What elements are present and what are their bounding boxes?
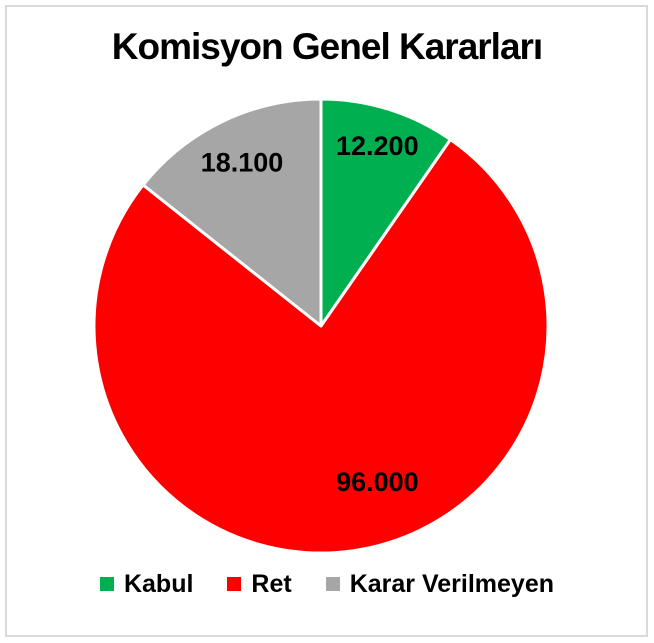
legend-label-ret: Ret: [251, 569, 292, 598]
pie-slice-kabul[interactable]: [319, 97, 452, 328]
legend-swatch-kabul: [99, 577, 114, 591]
legend-item-ret[interactable]: Ret: [227, 569, 292, 599]
legend-label-kabul: Kabul: [123, 569, 194, 598]
pie-slice-karar-verilmeyen[interactable]: [141, 97, 323, 328]
chart-legend: Kabul Ret Karar Verilmeyen: [0, 567, 654, 601]
legend-item-karar-verilmeyen[interactable]: Karar Verilmeyen: [325, 569, 555, 599]
legend-swatch-karar-verilmeyen: [325, 577, 340, 591]
pie-slice-ret[interactable]: [92, 138, 550, 555]
legend-swatch-ret: [227, 577, 242, 591]
legend-item-kabul[interactable]: Kabul: [99, 569, 194, 599]
chart-title: Komisyon Genel Kararları: [111, 26, 543, 67]
legend-label-karar-verilmeyen: Karar Verilmeyen: [349, 569, 555, 598]
